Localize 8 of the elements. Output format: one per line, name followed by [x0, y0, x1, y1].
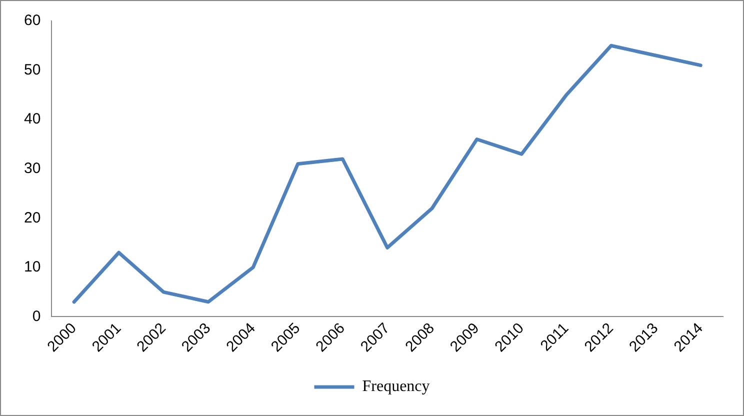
y-tick-label: 50: [24, 61, 41, 78]
y-tick-label: 40: [24, 110, 41, 128]
y-tick-label: 0: [32, 308, 41, 325]
y-tick-label: 60: [24, 12, 41, 30]
y-tick-label: 30: [24, 160, 41, 177]
y-tick-label: 20: [24, 209, 41, 226]
legend-label: Frequency: [362, 378, 430, 396]
y-tick-label: 10: [24, 258, 41, 276]
